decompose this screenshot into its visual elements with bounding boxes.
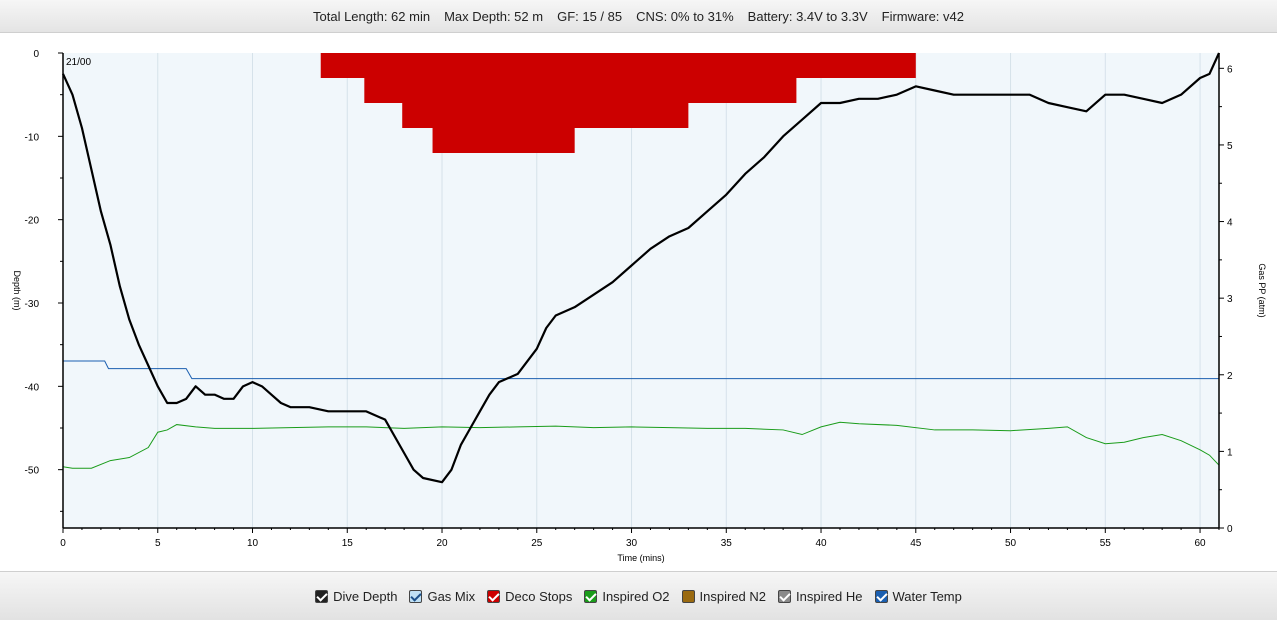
y2-tick-label: 4 bbox=[1227, 218, 1233, 229]
y-tick-label: -50 bbox=[25, 466, 40, 477]
x-tick-label: 60 bbox=[1194, 538, 1206, 549]
water-temp-line bbox=[63, 360, 1219, 380]
legend-item-inspired-he[interactable]: Inspired He bbox=[778, 588, 863, 604]
legend-checkbox[interactable] bbox=[874, 589, 888, 603]
legend-checkbox[interactable] bbox=[409, 589, 423, 603]
legend-item-inspired-n2[interactable]: Inspired N2 bbox=[681, 588, 767, 604]
y-tick-label: -10 bbox=[25, 132, 40, 143]
legend-label: Water Temp bbox=[892, 588, 962, 604]
legend-item-gas-mix[interactable]: Gas Mix bbox=[409, 589, 475, 604]
y-axis-label: Depth (m) bbox=[12, 270, 22, 310]
legend-item-inspired-o2[interactable]: Inspired O2 bbox=[584, 588, 670, 604]
x-tick-label: 20 bbox=[436, 538, 448, 549]
x-tick-label: 15 bbox=[342, 538, 354, 549]
legend-item-dive-depth[interactable]: Dive Depth bbox=[315, 589, 397, 604]
dive-depth-line bbox=[61, 52, 1221, 484]
legend-item-deco-stops[interactable]: Deco Stops bbox=[487, 589, 572, 604]
x-tick-label: 50 bbox=[1005, 538, 1017, 549]
total-length: Total Length: 62 min bbox=[313, 8, 431, 24]
x-tick-label: 45 bbox=[910, 538, 922, 549]
x-tick-label: 55 bbox=[1100, 538, 1112, 549]
battery: Battery: 3.4V to 3.3V bbox=[747, 8, 868, 24]
y2-tick-label: 0 bbox=[1227, 524, 1233, 535]
legend-checkbox[interactable] bbox=[584, 589, 598, 603]
firmware: Firmware: v42 bbox=[881, 8, 964, 24]
plot-background bbox=[63, 53, 1219, 528]
legend-label: Dive Depth bbox=[333, 588, 398, 604]
inspired-o2-line bbox=[62, 421, 1220, 469]
gradient-factors: GF: 15 / 85 bbox=[557, 8, 623, 24]
cns: CNS: 0% to 31% bbox=[636, 8, 734, 24]
legend-checkbox[interactable] bbox=[487, 589, 501, 603]
y-tick-label: -40 bbox=[25, 382, 40, 393]
legend-checkbox[interactable] bbox=[681, 589, 695, 603]
x-tick-label: 10 bbox=[247, 538, 259, 549]
legend-item-water-temp[interactable]: Water Temp bbox=[874, 588, 962, 604]
x-tick-label: 0 bbox=[60, 538, 66, 549]
legend-checkbox[interactable] bbox=[778, 589, 792, 603]
x-tick-label: 35 bbox=[721, 538, 733, 549]
x-tick-label: 25 bbox=[531, 538, 543, 549]
y2-tick-label: 2 bbox=[1227, 371, 1233, 382]
y2-tick-label: 3 bbox=[1227, 294, 1233, 305]
legend-label: Inspired He bbox=[796, 588, 863, 604]
legend-label: Inspired N2 bbox=[699, 588, 767, 604]
x-tick-label: 40 bbox=[815, 538, 827, 549]
y-tick-label: 0 bbox=[33, 49, 39, 60]
dive-profile-chart: 0 5 10 15 20 25 30 35 40 45 50 55 600-10-20-30-40-50… bbox=[12, 49, 1267, 563]
y2-tick-label: 1 bbox=[1227, 447, 1233, 458]
y-tick-label: -30 bbox=[25, 299, 40, 310]
series-legend: Dive Depth Gas Mix Deco Stops Inspired O2 In… bbox=[0, 571, 1277, 620]
legend-label: Inspired O2 bbox=[602, 588, 670, 604]
deco-stops-area bbox=[320, 53, 916, 153]
gas-mix-label: 21/00 bbox=[66, 57, 91, 68]
legend-checkbox[interactable] bbox=[315, 589, 329, 603]
dive-summary-header: Total Length: 62 min Max Depth: 52 m GF:… bbox=[0, 0, 1277, 33]
x-tick-label: 30 bbox=[626, 538, 638, 549]
y2-tick-label: 5 bbox=[1227, 141, 1233, 152]
x-axis-label: Time (mins) bbox=[617, 553, 664, 563]
x-tick-label: 5 bbox=[155, 538, 161, 549]
legend-label: Deco Stops bbox=[505, 588, 573, 604]
legend-label: Gas Mix bbox=[427, 588, 476, 604]
y2-axis-label: Gas PP (atm) bbox=[1257, 263, 1267, 317]
y2-tick-label: 6 bbox=[1227, 64, 1233, 75]
max-depth: Max Depth: 52 m bbox=[444, 8, 544, 24]
y-tick-label: -20 bbox=[25, 216, 40, 227]
